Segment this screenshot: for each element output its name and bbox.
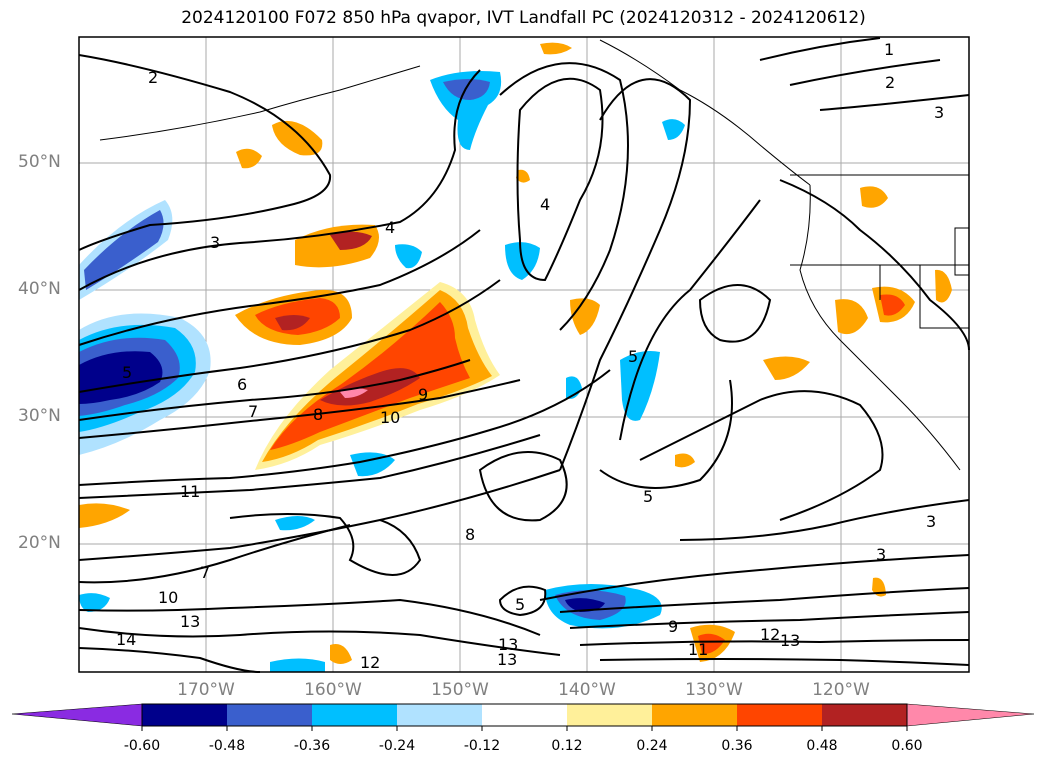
positive-shading — [540, 42, 572, 55]
positive-shading — [675, 453, 695, 468]
colorbar-tick-label: -0.12 — [463, 738, 501, 754]
colorbar-tick-label: -0.48 — [208, 738, 246, 754]
contour-label: 13 — [497, 650, 517, 669]
ivt-contours — [78, 37, 970, 673]
lat-label: 20°N — [18, 533, 61, 553]
colorbar-tick-label: 0.36 — [721, 738, 753, 754]
contour-label: 11 — [688, 640, 708, 659]
positive-shading — [763, 356, 810, 380]
negative-shading — [565, 598, 605, 612]
contour-label: 5 — [643, 487, 653, 506]
positive-shading — [275, 315, 310, 331]
positive-shading — [935, 269, 952, 303]
colorbar-tick-label: -0.24 — [378, 738, 416, 754]
contour-label: 7 — [200, 563, 210, 582]
contour-label: 14 — [116, 630, 136, 649]
negative-shading — [662, 119, 685, 140]
contour-label: 1 — [884, 40, 894, 59]
negative-shading — [443, 79, 490, 100]
coastlines — [99, 39, 970, 471]
lon-label: 150°W — [431, 680, 489, 700]
positive-shading — [79, 503, 130, 528]
positive-shading — [860, 186, 888, 208]
positive-shading — [880, 294, 905, 316]
colorbar-tick-label: 0.12 — [551, 738, 583, 754]
positive-shading — [570, 298, 600, 335]
contour-label: 8 — [313, 405, 323, 424]
negative-shading — [620, 351, 660, 421]
contour-label: 3 — [876, 545, 886, 564]
positive-shading — [330, 644, 352, 664]
contour-label: 2 — [885, 73, 895, 92]
map-frame — [78, 36, 970, 673]
negative-shading — [79, 351, 163, 404]
negative-shading — [79, 593, 110, 612]
contour-label: 3 — [926, 512, 936, 531]
lon-label: 170°W — [177, 680, 235, 700]
contour-label: 2 — [148, 68, 158, 87]
contour-label: 4 — [540, 195, 550, 214]
contour-label: 12 — [360, 653, 380, 672]
contour-label: 11 — [180, 482, 200, 501]
negative-shading — [84, 210, 164, 290]
lon-label: 120°W — [812, 680, 870, 700]
lon-label: 130°W — [685, 680, 743, 700]
contour-label: 5 — [122, 363, 132, 382]
negative-shading — [270, 658, 325, 672]
contour-label: 10 — [380, 408, 400, 427]
contour-label: 8 — [465, 525, 475, 544]
contour-label: 4 — [385, 218, 395, 237]
colorbar-tick-label: -0.60 — [123, 738, 161, 754]
lat-label: 40°N — [18, 279, 61, 299]
negative-shading — [350, 452, 395, 477]
negative-shading — [395, 244, 422, 269]
map-plot-area — [79, 37, 969, 672]
map-title: 2024120100 F072 850 hPa qvapor, IVT Land… — [181, 8, 866, 28]
positive-shading — [330, 231, 372, 250]
contour-label: 7 — [248, 402, 258, 421]
contour-label: 12 — [760, 625, 780, 644]
lon-label: 160°W — [304, 680, 362, 700]
contour-label: 6 — [237, 375, 247, 394]
colorbar-tick-label: 0.60 — [891, 738, 923, 754]
positive-shading — [236, 148, 262, 169]
contour-label: 10 — [158, 588, 178, 607]
negative-shading — [275, 516, 315, 531]
contour-label: 13 — [780, 631, 800, 650]
colorbar-tick-label: -0.36 — [293, 738, 331, 754]
contour-label: 3 — [210, 233, 220, 252]
contour-label-group: 1 2 3 2 3 4 4 5 6 7 8 9 10 11 7 10 13 14… — [116, 40, 944, 672]
contour-label: 5 — [515, 595, 525, 614]
contour-label: 9 — [668, 617, 678, 636]
lon-label: 140°W — [558, 680, 616, 700]
contour-label: 13 — [498, 635, 518, 654]
lat-label: 30°N — [18, 406, 61, 426]
positive-shading — [698, 633, 725, 655]
contour-label: 13 — [180, 612, 200, 631]
colorbar-tick-label: 0.24 — [636, 738, 668, 754]
positive-shading — [835, 299, 868, 335]
lat-label: 50°N — [18, 152, 61, 172]
colorbar-tick-label: 0.48 — [806, 738, 838, 754]
shaded-field — [79, 42, 952, 672]
positive-shading — [516, 169, 530, 183]
contour-label: 9 — [418, 385, 428, 404]
contour-label: 5 — [628, 347, 638, 366]
contour-label: 3 — [934, 103, 944, 122]
colorbar — [11, 703, 1035, 731]
positive-shading — [340, 388, 368, 398]
